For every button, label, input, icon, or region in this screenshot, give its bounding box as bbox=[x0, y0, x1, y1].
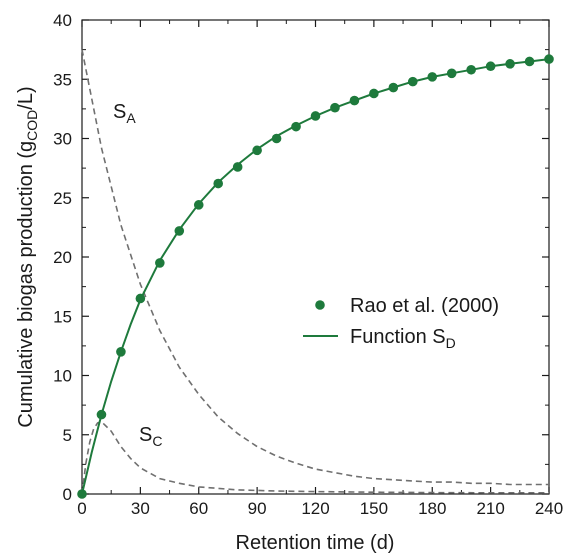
data-point-rao bbox=[388, 82, 399, 93]
legend-label-function-sd: Function SD bbox=[350, 326, 456, 351]
y-tick-label: 35 bbox=[53, 70, 72, 89]
series-layer bbox=[77, 49, 554, 499]
legend-label-rao: Rao et al. (2000) bbox=[350, 295, 499, 317]
x-tick-label: 210 bbox=[476, 499, 504, 518]
legend-label-function-sd-sub: D bbox=[446, 335, 456, 351]
data-point-rao bbox=[330, 102, 340, 113]
x-tick-label: 30 bbox=[131, 499, 150, 518]
y-axis-label-main: Cumulative biogas production (g bbox=[15, 141, 37, 428]
data-point-rao bbox=[213, 178, 224, 189]
x-tick-label: 0 bbox=[77, 499, 86, 518]
annotation-sa-main: S bbox=[113, 101, 126, 123]
data-point-rao bbox=[369, 88, 379, 99]
data-point-rao bbox=[271, 133, 282, 144]
y-axis-label-tail: /L) bbox=[15, 86, 37, 109]
annotation-sa-sub: A bbox=[126, 110, 136, 126]
legend-marker-rao bbox=[315, 300, 325, 310]
data-point-rao bbox=[485, 61, 496, 72]
y-tick-label: 40 bbox=[53, 11, 72, 30]
annotation-sc-main: S bbox=[139, 424, 152, 446]
x-tick-label: 60 bbox=[189, 499, 208, 518]
y-tick-label: 30 bbox=[53, 130, 72, 149]
series-line-sa bbox=[81, 49, 549, 486]
x-tick-label: 120 bbox=[301, 499, 329, 518]
data-point-rao bbox=[77, 489, 87, 499]
annotation-sc: SC bbox=[139, 424, 162, 449]
data-point-rao bbox=[407, 76, 418, 87]
legend-label-function-sd-main: Function S bbox=[350, 326, 446, 348]
y-tick-label: 25 bbox=[53, 189, 72, 208]
tick-labels: 0 30 60 90 120 150 180 210 240 0 5 10 15 20 25 30 35 40 bbox=[53, 11, 563, 518]
annotation-sa: SA bbox=[113, 101, 136, 126]
data-point-rao bbox=[427, 72, 438, 82]
data-point-rao bbox=[232, 162, 243, 172]
annotation-sc-sub: C bbox=[152, 433, 162, 449]
y-axis-label: Cumulative biogas production (gCOD/L) bbox=[15, 86, 40, 427]
x-tick-label: 90 bbox=[248, 499, 267, 518]
y-tick-label: 5 bbox=[63, 426, 72, 445]
data-point-rao bbox=[291, 121, 301, 132]
x-tick-label: 180 bbox=[418, 499, 446, 518]
data-point-rao bbox=[96, 409, 107, 420]
x-tick-label: 150 bbox=[360, 499, 388, 518]
x-axis-label: Retention time (d) bbox=[236, 532, 395, 554]
y-tick-label: 10 bbox=[53, 367, 72, 386]
y-axis-label-sub: COD bbox=[24, 110, 40, 141]
series-line-sc bbox=[81, 420, 549, 495]
series-line-function-sd bbox=[81, 58, 550, 495]
data-point-rao bbox=[446, 68, 457, 79]
data-point-rao bbox=[155, 258, 165, 268]
data-point-rao bbox=[135, 293, 146, 304]
data-point-rao bbox=[310, 111, 321, 121]
y-tick-label: 0 bbox=[63, 485, 72, 504]
data-point-rao bbox=[174, 226, 185, 236]
y-tick-label: 15 bbox=[53, 307, 72, 326]
axis-ticks bbox=[81, 19, 550, 495]
data-point-rao bbox=[116, 347, 126, 357]
data-point-rao bbox=[193, 200, 204, 210]
data-point-rao bbox=[524, 56, 535, 67]
data-point-rao bbox=[544, 54, 554, 64]
plot-frame bbox=[81, 19, 550, 495]
legend: Rao et al. (2000) Function SD bbox=[303, 295, 499, 351]
data-point-rao bbox=[505, 59, 515, 69]
data-point-rao bbox=[349, 95, 360, 106]
y-tick-label: 20 bbox=[53, 248, 72, 267]
x-tick-label: 240 bbox=[535, 499, 563, 518]
data-point-rao bbox=[466, 64, 476, 75]
data-point-rao bbox=[252, 145, 262, 156]
